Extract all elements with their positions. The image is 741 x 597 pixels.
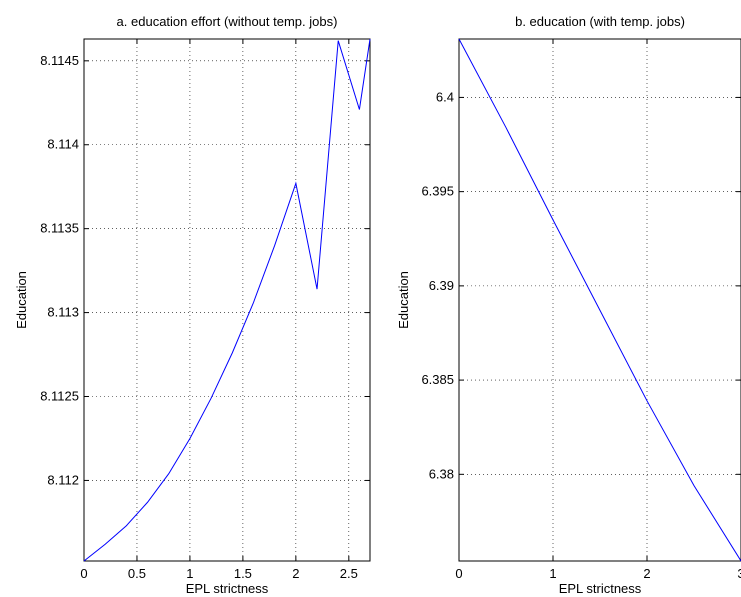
x-tick-labels-a: 0 0.5 1 1.5 2 2.5	[80, 566, 357, 581]
y-tick-labels-a: 8.112 8.1125 8.113 8.1135 8.114 8.1145	[40, 53, 79, 488]
y-tick-label: 8.114	[47, 137, 79, 152]
x-tick-label: 0.5	[128, 566, 146, 581]
series-line-b	[458, 38, 741, 562]
x-tick-label: 0	[80, 566, 87, 581]
plot-area-a	[83, 38, 371, 562]
x-tick-label: 2	[643, 566, 650, 581]
series-line-a	[83, 38, 371, 562]
plot-area-b	[458, 38, 741, 562]
y-tick-labels-b: 6.38 6.385 6.39 6.395 6.4	[421, 89, 454, 481]
chart-title-a: a. education effort (without temp. jobs)	[117, 14, 338, 29]
x-tick-label: 3	[737, 566, 741, 581]
x-tick-labels-b: 0 1 2 3	[455, 566, 741, 581]
x-tick-label: 0	[455, 566, 462, 581]
y-tick-label: 8.1145	[40, 53, 79, 68]
y-tick-label: 6.385	[421, 372, 454, 387]
gridlines-a	[84, 39, 370, 561]
series-b	[458, 38, 741, 562]
panel-education-effort: 0 0.5 1 1.5 2 2.5 8.112 8.1125 8.113 8.1135 8.114…	[14, 14, 371, 596]
x-axis-label-b: EPL strictness	[559, 581, 642, 596]
y-axis-label-b: Education	[396, 271, 411, 329]
x-tick-label: 1	[549, 566, 556, 581]
gridlines-b	[459, 39, 741, 561]
chart-title-b: b. education (with temp. jobs)	[515, 14, 685, 29]
y-tick-label: 8.112	[47, 472, 79, 487]
x-tick-label: 2	[292, 566, 299, 581]
y-tick-label: 6.4	[436, 89, 454, 104]
panel-education: 0 1 2 3 6.38 6.385 6.39 6.395 6.4 b. education …	[396, 14, 741, 596]
x-tick-label: 1	[186, 566, 193, 581]
y-tick-label: 8.1125	[40, 389, 79, 404]
y-tick-label: 6.38	[429, 466, 454, 481]
y-tick-label: 8.113	[47, 305, 79, 320]
x-tick-label: 1.5	[234, 566, 252, 581]
y-tick-label: 8.1135	[40, 221, 79, 236]
y-axis-label-a: Education	[14, 271, 29, 329]
y-tick-label: 6.39	[429, 278, 454, 293]
y-tick-label: 6.395	[421, 184, 454, 199]
series-a	[83, 38, 371, 562]
x-axis-label-a: EPL strictness	[186, 581, 269, 596]
x-tick-label: 2.5	[340, 566, 358, 581]
ticks-a	[83, 39, 370, 561]
